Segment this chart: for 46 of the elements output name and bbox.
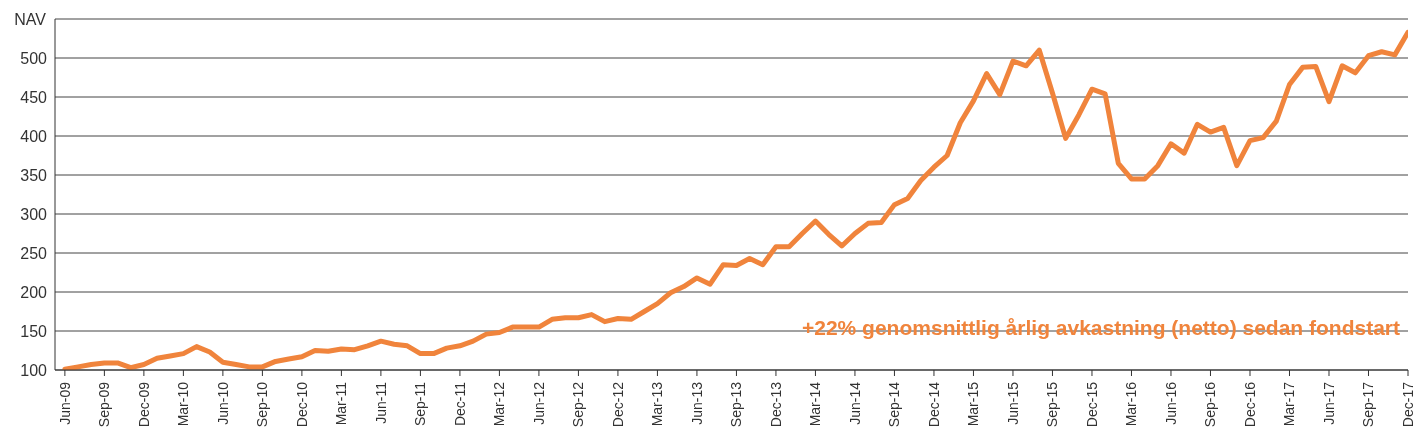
x-tick-label: Dec-14 — [925, 381, 942, 428]
x-tick-label: Dec-16 — [1241, 381, 1258, 428]
x-tick-label: Dec-11 — [451, 381, 468, 427]
x-tick-label: Sep-12 — [570, 381, 587, 428]
x-tick-label: Sep-14 — [886, 381, 903, 428]
y-tick-label: 400 — [20, 127, 48, 145]
x-tick-label: Sep-13 — [728, 381, 745, 428]
y-tick-label: 450 — [20, 88, 48, 106]
x-tick-label: Jun-09 — [56, 381, 73, 425]
x-tick-label: Mar-15 — [965, 381, 982, 427]
x-tick-label: Mar-14 — [807, 381, 824, 427]
x-tick-label: Mar-16 — [1123, 381, 1140, 427]
x-tick-label: Mar-10 — [175, 381, 192, 427]
x-tick-label: Sep-16 — [1202, 381, 1219, 428]
x-tick-label: Dec-12 — [609, 381, 626, 428]
y-tick-label: 150 — [20, 322, 48, 340]
x-tick-label: Mar-11 — [333, 381, 350, 426]
x-tick-label: Jun-13 — [688, 381, 705, 425]
x-tick-label: Jun-11 — [372, 381, 389, 424]
x-tick-label: Dec-10 — [293, 381, 310, 428]
x-tick-label: Dec-17 — [1400, 381, 1416, 428]
x-tick-label: Jun-15 — [1004, 381, 1021, 425]
x-tick-label: Dec-09 — [135, 381, 152, 428]
y-axis-title: NAV — [14, 11, 47, 28]
x-tick-label: Jun-10 — [214, 381, 231, 425]
y-tick-label: 250 — [20, 244, 48, 262]
x-tick-label: Dec-13 — [767, 381, 784, 428]
x-tick-label: Sep-09 — [96, 381, 113, 428]
x-tick-label: Mar-12 — [491, 381, 508, 427]
x-tick-label: Sep-17 — [1360, 381, 1377, 428]
x-tick-label: Jun-14 — [846, 381, 863, 425]
x-tick-label: Sep-11 — [412, 381, 429, 427]
y-tick-label: 500 — [20, 49, 48, 67]
x-tick-label: Dec-15 — [1083, 381, 1100, 428]
x-tick-label: Jun-12 — [530, 381, 547, 425]
x-tick-label: Jun-17 — [1320, 381, 1337, 425]
y-tick-label: 350 — [20, 166, 48, 184]
y-tick-label: 300 — [20, 205, 48, 223]
annotation: +22% genomsnittlig årlig avkastning (netto) sedan fondstart — [801, 315, 1400, 339]
x-tick-label: Sep-10 — [254, 381, 271, 428]
x-tick-label: Jun-16 — [1162, 381, 1179, 425]
y-tick-label: 200 — [20, 283, 48, 301]
x-tick-label: Mar-13 — [649, 381, 666, 427]
y-tick-label: 100 — [20, 361, 48, 379]
x-tick-label: Mar-17 — [1281, 381, 1298, 427]
x-tick-label: Sep-15 — [1044, 381, 1061, 428]
